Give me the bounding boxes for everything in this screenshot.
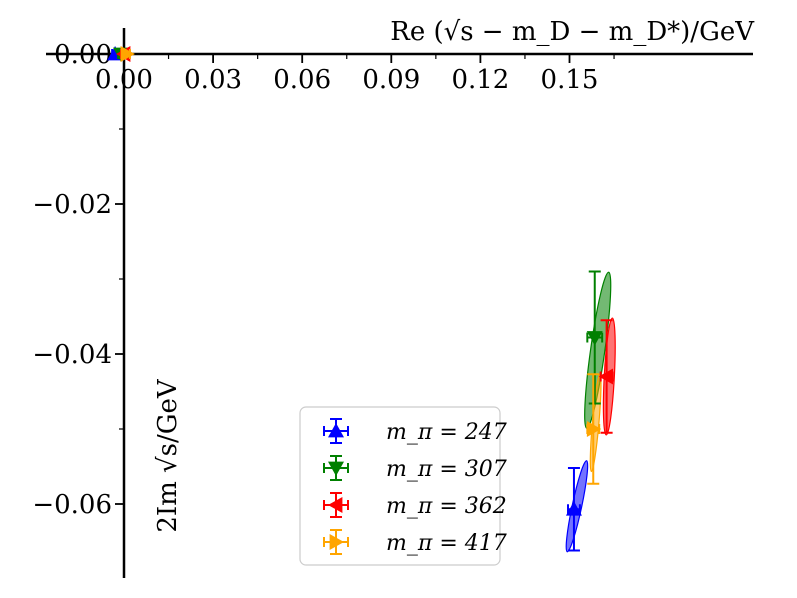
- legend-marker: [329, 534, 344, 550]
- legend-entry: m_π = 417: [323, 529, 507, 556]
- y-tick-label: −0.06: [32, 490, 112, 520]
- x-tick-label: 0.09: [362, 65, 420, 95]
- marker-triangle-left: [598, 368, 614, 385]
- marker-triangle-up: [565, 501, 582, 516]
- x-tick-label: 0.15: [541, 65, 599, 95]
- legend-label: m_π = 417: [386, 531, 507, 556]
- data-point: [598, 319, 614, 434]
- legend-label: m_π = 307: [386, 457, 507, 482]
- marker-triangle-right: [120, 46, 135, 62]
- x-tick-label: 0.00: [95, 65, 153, 95]
- legend-entry: m_π = 247: [323, 418, 507, 445]
- y-axis-title: 2Im √s/GeV: [153, 378, 183, 533]
- data-layer: [107, 46, 614, 552]
- axes: [46, 28, 753, 578]
- legend-entry: m_π = 307: [323, 455, 507, 482]
- data-point: [120, 46, 135, 62]
- tick-layer: 0.00 0.03 0.06 0.09 0.12 0.15 0.00 −0.02 −0.04 −0…: [32, 40, 615, 520]
- data-point: [586, 270, 604, 405]
- data-point: [586, 373, 602, 485]
- x-axis-title: Re (√s − m_D − m_D*)/GeV: [390, 17, 755, 47]
- legend-label: m_π = 247: [386, 420, 507, 445]
- error-ellipse-0: [565, 460, 589, 553]
- y-tick-label: −0.02: [32, 190, 112, 220]
- y-tick-label: 0.00: [54, 40, 112, 70]
- legend-label: m_π = 362: [386, 494, 507, 519]
- x-tick-label: 0.06: [273, 65, 331, 95]
- legend-entries: m_π = 247 m_π = 307 m_π = 362 m_π = 417: [323, 418, 507, 556]
- x-tick-label: 0.03: [184, 65, 242, 95]
- marker-triangle-right: [586, 421, 602, 437]
- x-tick-label: 0.12: [451, 65, 509, 95]
- legend-frame: [299, 406, 501, 566]
- y-tick-label: −0.04: [32, 340, 112, 370]
- legend-entry: m_π = 362: [323, 492, 507, 519]
- legend-marker: [328, 461, 344, 476]
- marker-triangle-down: [586, 331, 603, 346]
- data-point: [565, 467, 582, 552]
- legend: m_π = 247 m_π = 307 m_π = 362 m_π = 417: [299, 406, 507, 566]
- legend-marker: [328, 423, 344, 438]
- legend-marker: [328, 497, 343, 513]
